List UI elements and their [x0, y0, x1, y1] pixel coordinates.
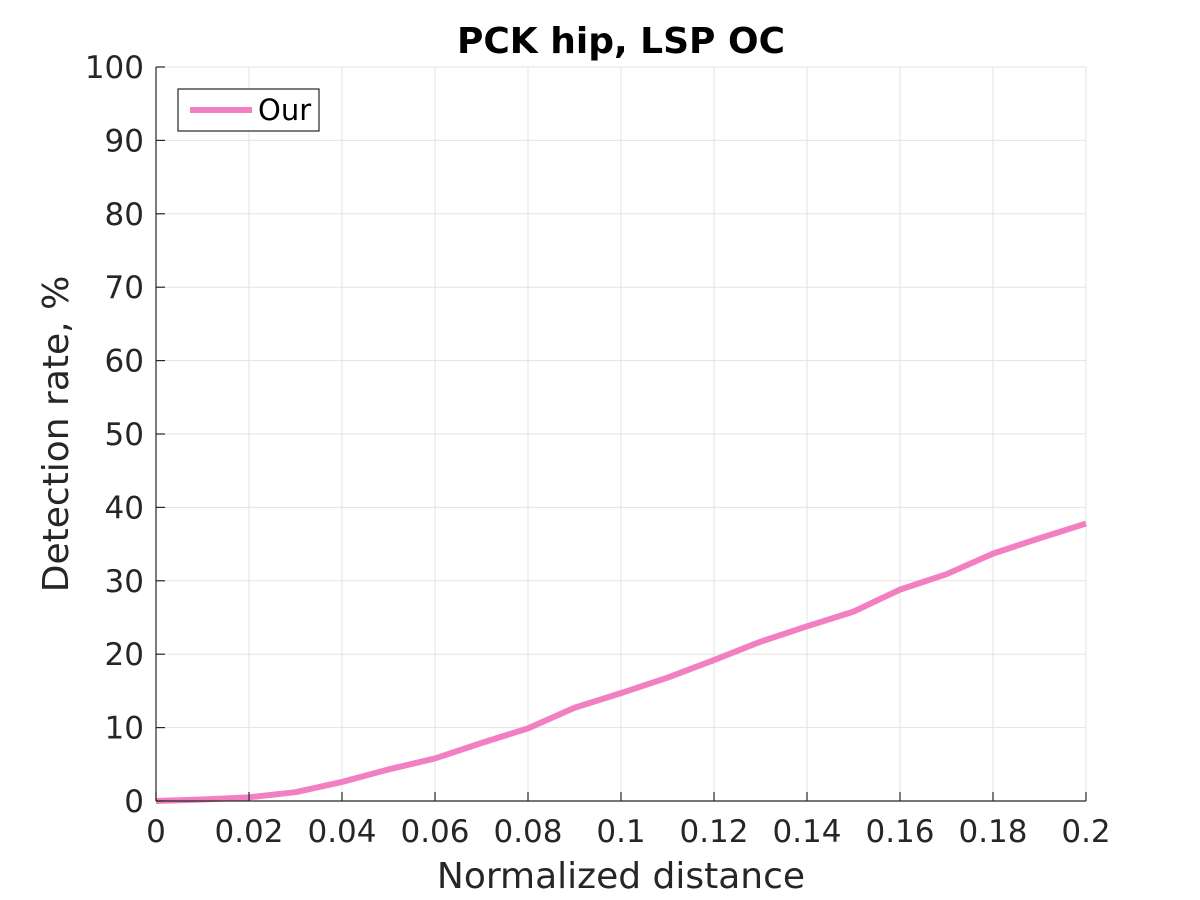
x-tick-label: 0.14	[772, 814, 841, 850]
y-tick-label: 40	[105, 490, 144, 526]
x-tick-label: 0.16	[865, 814, 934, 850]
y-tick-label: 10	[105, 711, 144, 747]
y-axis-label: Detection rate, %	[36, 276, 77, 593]
y-tick-label: 50	[105, 417, 144, 453]
y-tick-label: 90	[105, 123, 144, 159]
x-tick-label: 0.04	[307, 814, 376, 850]
y-tick-label: 80	[105, 197, 144, 233]
y-tick-label: 0	[124, 784, 144, 820]
x-tick-label: 0.2	[1061, 814, 1110, 850]
y-tick-label: 60	[105, 344, 144, 380]
legend-label: Our	[258, 93, 311, 127]
x-tick-label: 0.06	[400, 814, 469, 850]
series-line-our	[155, 520, 1087, 804]
axes	[155, 66, 1087, 802]
y-tick-label: 30	[105, 564, 144, 600]
y-tick-label: 100	[85, 50, 144, 86]
tick-labels: 0 0.02 0.04 0.06 0.08 0.1 0.12 0.14 0.16 0.18 0.2 0…	[85, 50, 1111, 850]
x-tick-label: 0.12	[679, 814, 748, 850]
chart-title: PCK hip, LSP OC	[457, 21, 785, 62]
series-layer	[155, 520, 1087, 804]
x-tick-label: 0.1	[596, 814, 645, 850]
x-tick-label: 0.08	[493, 814, 562, 850]
x-tick-label: 0.18	[958, 814, 1027, 850]
y-tick-label: 70	[105, 270, 144, 306]
x-tick-label: 0	[146, 814, 166, 850]
legend: Our	[177, 88, 320, 132]
y-tick-label: 20	[105, 637, 144, 673]
x-tick-label: 0.02	[214, 814, 283, 850]
x-axis-label: Normalized distance	[437, 856, 805, 897]
